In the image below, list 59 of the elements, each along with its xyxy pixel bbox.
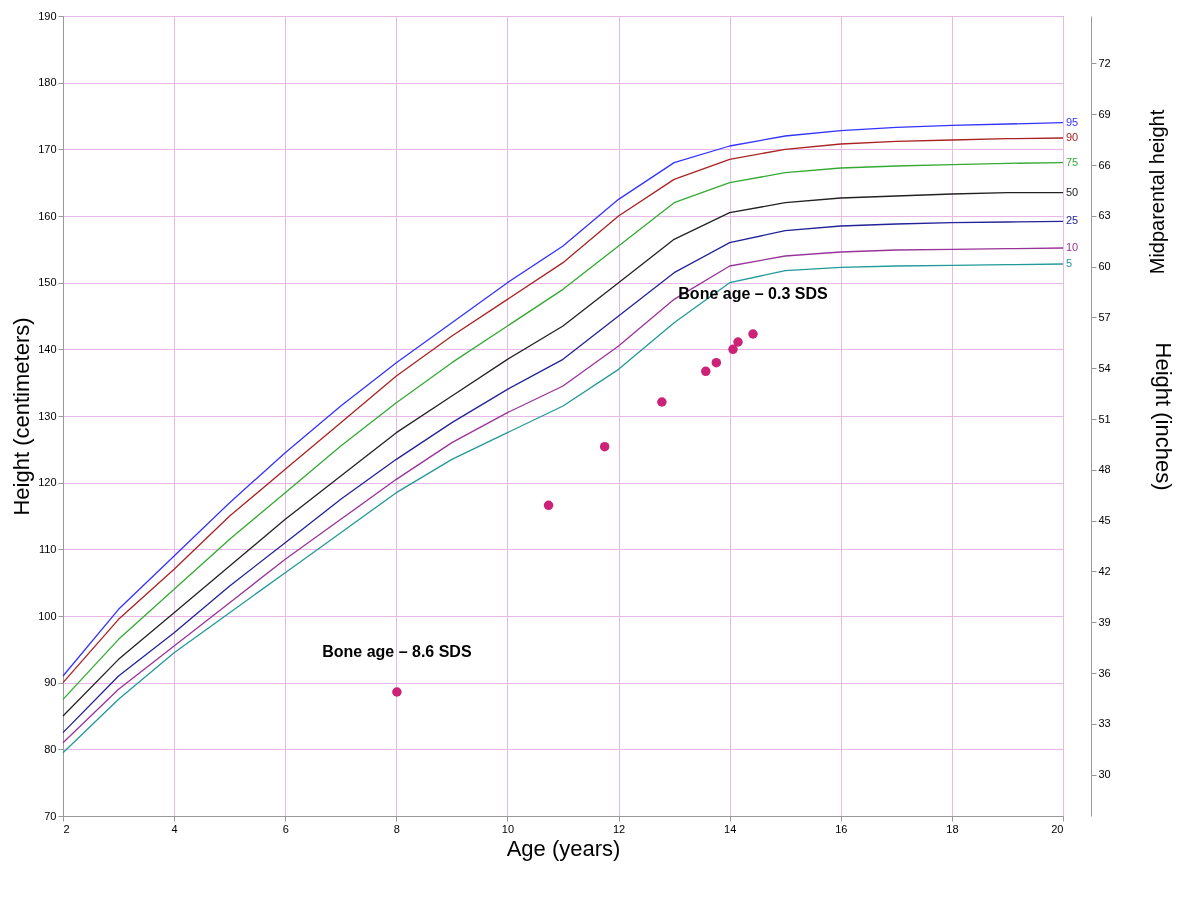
x-tick-label: 16: [835, 822, 848, 835]
series-label: 95: [1066, 115, 1079, 128]
y2-tick-label: 60: [1098, 260, 1111, 273]
y-tick-label: 90: [44, 676, 57, 689]
y2-tick-label: 51: [1098, 412, 1111, 425]
y2-tick-label: 57: [1098, 310, 1111, 323]
series-label: 90: [1066, 131, 1079, 143]
point: [733, 337, 743, 347]
x-axis-title: Age (years): [506, 835, 621, 861]
y2-axis-title: Height (inches): [1150, 342, 1176, 491]
x-tick-label: 4: [171, 822, 178, 835]
point: [711, 357, 722, 368]
y-tick-label: 70: [44, 809, 57, 822]
y2-tick-label: 39: [1098, 615, 1111, 628]
x-tick-label: 18: [946, 822, 959, 835]
x-tick-label: 12: [612, 822, 626, 835]
x-tick-label: 10: [501, 822, 515, 835]
point: [657, 397, 667, 407]
series-label: 50: [1066, 185, 1079, 198]
point: [728, 344, 738, 355]
y-axis-title: Height (centimeters): [9, 317, 35, 516]
point: [543, 500, 554, 511]
y-tick-label: 110: [38, 542, 57, 555]
y-tick-label: 80: [44, 742, 57, 755]
y-tick-label: 130: [38, 409, 57, 422]
point: [392, 687, 402, 697]
y2-tick-label: 72: [1098, 56, 1111, 69]
y-tick-label: 160: [38, 209, 57, 222]
text: Midparental height: [1146, 109, 1168, 275]
y-tick-label: 100: [38, 609, 57, 622]
y2-tick-label: 36: [1098, 666, 1111, 679]
point: [599, 441, 610, 452]
annotation: Bone age – 8.6 SDS: [322, 643, 472, 660]
x-tick-label: 2: [63, 822, 70, 835]
y2-tick-label: 66: [1098, 158, 1111, 171]
x-tick-label: 8: [393, 822, 400, 835]
series-label: 5: [1066, 257, 1073, 269]
y2-tick-label: 42: [1098, 564, 1111, 577]
y2-tick-label: 63: [1098, 209, 1111, 222]
series-label: 10: [1066, 241, 1079, 253]
series-label: 25: [1066, 214, 1079, 227]
point: [748, 329, 758, 339]
y-tick-label: 140: [38, 342, 57, 355]
y-tick-label: 120: [38, 476, 57, 489]
y2-tick-label: 69: [1098, 107, 1111, 120]
x-tick-label: 6: [282, 822, 289, 835]
y-tick-label: 170: [38, 142, 57, 155]
y2-tick-label: 48: [1098, 463, 1111, 476]
y2-tick-label: 54: [1098, 361, 1111, 374]
x-tick-label: 20: [1051, 822, 1064, 835]
series-label: 75: [1066, 155, 1079, 168]
y2-tick-label: 30: [1098, 768, 1111, 781]
y-tick-label: 190: [38, 9, 57, 22]
y2-tick-label: 33: [1098, 717, 1111, 730]
y2-tick-label: 45: [1098, 514, 1111, 527]
point: [701, 366, 711, 377]
y-tick-label: 180: [38, 76, 57, 89]
x-tick-label: 14: [724, 822, 737, 835]
y-tick-label: 150: [38, 276, 57, 289]
